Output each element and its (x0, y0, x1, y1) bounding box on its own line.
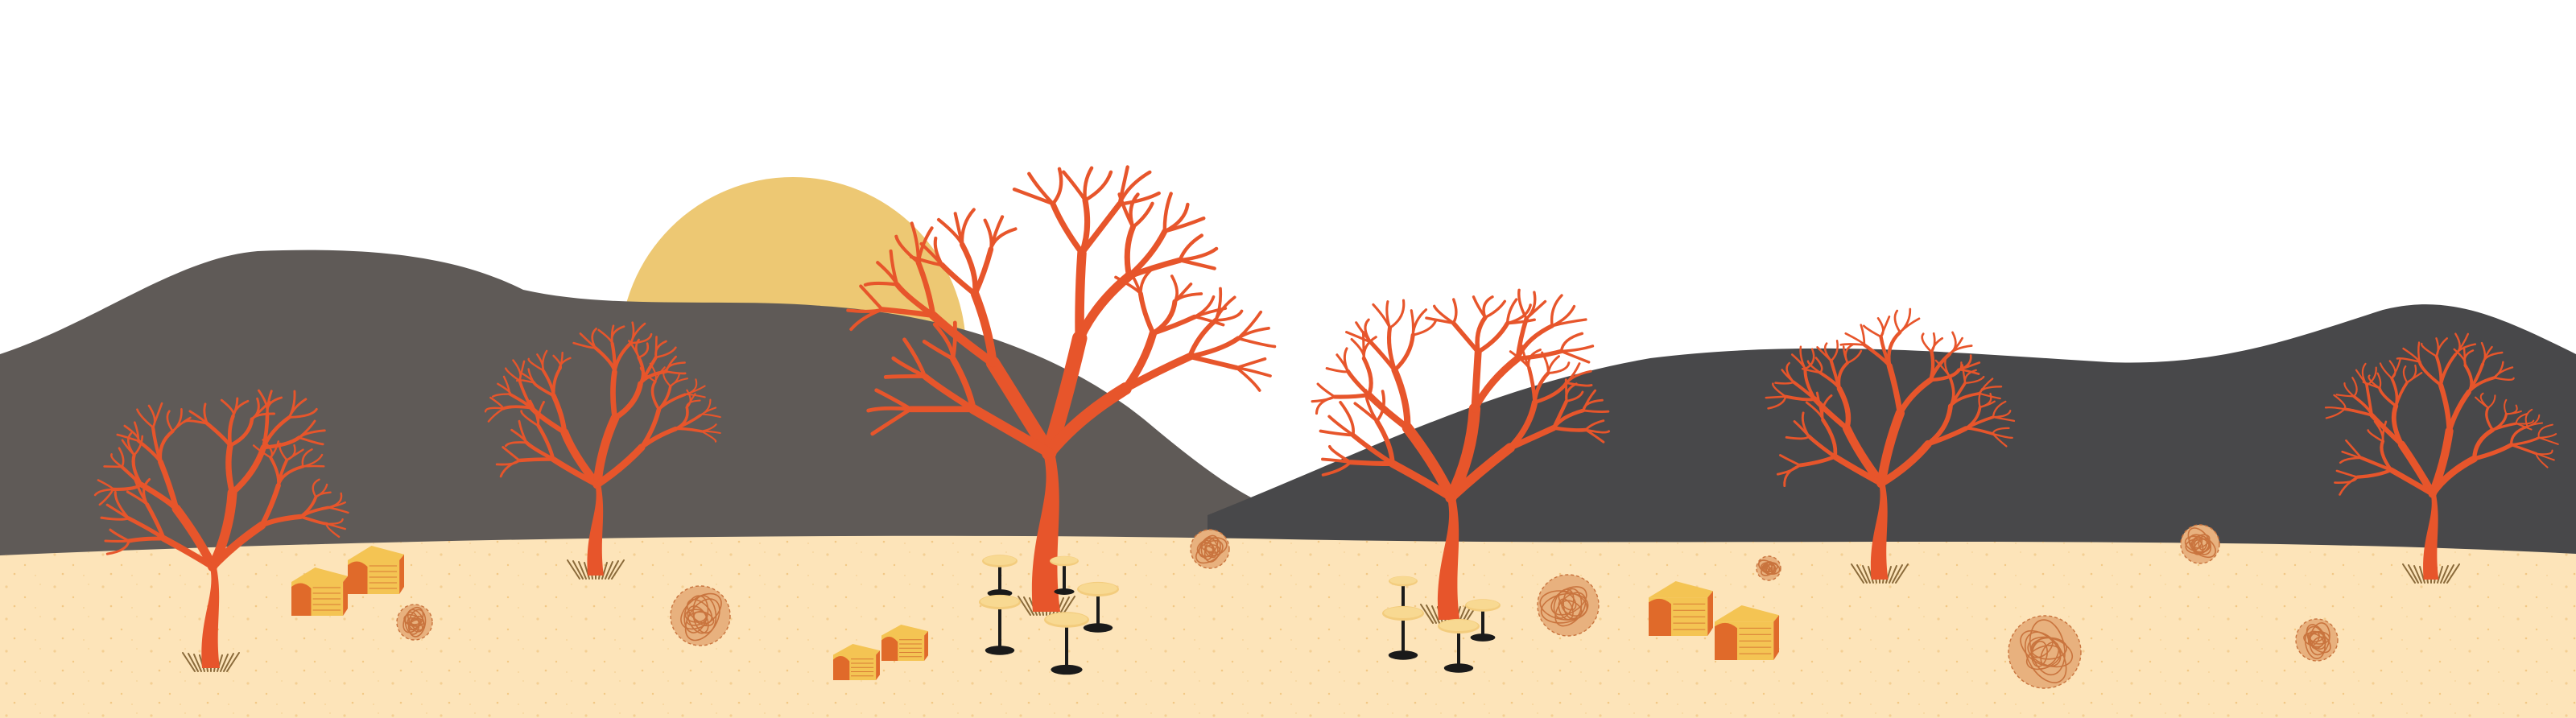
dead-tree-icon (2324, 332, 2559, 584)
bar-table-icon (1465, 599, 1501, 642)
hay-bale-icon (1649, 581, 1713, 636)
tumbleweed-icon (670, 585, 731, 646)
bar-table-icon (1050, 555, 1079, 595)
tumbleweed-icon (2180, 524, 2220, 564)
tumbleweed-icon (1190, 529, 1230, 569)
dead-tree-icon (1311, 288, 1611, 624)
bar-table-icon (1044, 612, 1089, 675)
tumbleweeds (396, 524, 2339, 689)
hay-bale-icon (1715, 605, 1779, 660)
tumbleweed-icon (2295, 618, 2339, 662)
hay-bales (291, 546, 1779, 680)
tumbleweed-icon (1537, 574, 1600, 637)
bar-table-icon (979, 594, 1021, 655)
dead-tree-icon (484, 321, 721, 580)
hay-bale-icon (348, 546, 404, 594)
dead-tree-icon (846, 165, 1277, 616)
dead-tree-icon (1765, 307, 2016, 584)
sand-texture (0, 535, 2576, 718)
bar-table-icon (1077, 581, 1119, 633)
tumbleweed-icon (2008, 615, 2082, 689)
tumbleweed-icon (396, 604, 433, 641)
dead-tree-icon (93, 389, 349, 672)
dead-trees (93, 165, 2559, 672)
tumbleweed-icon (1756, 555, 1781, 581)
bar-table-icon (1438, 618, 1480, 673)
hay-bale-icon (833, 644, 880, 680)
bar-tables (979, 555, 1501, 675)
hay-bale-icon (291, 567, 348, 616)
bar-table-icon (1382, 605, 1424, 660)
hay-bale-icon (881, 625, 928, 661)
